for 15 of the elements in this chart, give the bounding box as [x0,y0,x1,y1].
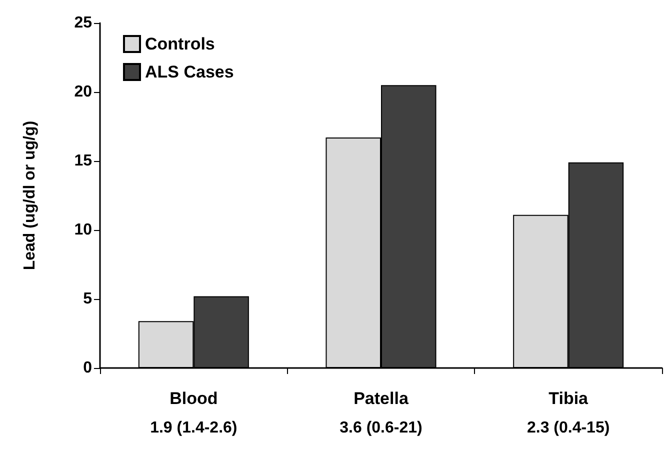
y-tick-label: 15 [74,152,92,170]
y-tick-label: 5 [83,290,92,308]
text: 3.6 (0.6-21) [340,420,422,436]
y-axis-title: Lead (ug/dl or ug/g) [22,120,38,270]
legend-label: ALS Cases [145,62,234,82]
y-tick-label: 10 [74,222,92,238]
text: 2.3 (0.4-15) [526,420,610,436]
text: 1.9 (1.4-2.6) [150,420,238,436]
y-tick-label: 0 [83,360,92,376]
y-tick-label: 25 [74,14,92,32]
x-tick-label: Patella [354,389,409,408]
legend-label: Controls [145,34,215,54]
x-tick-label: Blood [170,389,218,408]
y-tick-label: 20 [74,84,92,100]
x-tick-label: Tibia [548,389,589,408]
